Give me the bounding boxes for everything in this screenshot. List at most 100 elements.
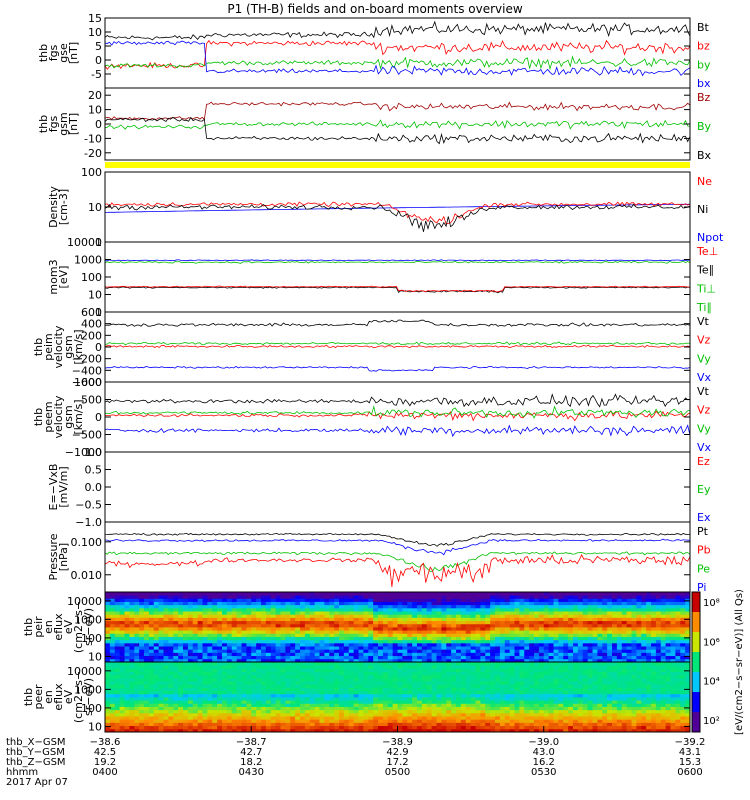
spectrogram-cell (124, 614, 130, 618)
spectrogram-cell (665, 630, 671, 634)
spectrogram-cell (646, 649, 652, 653)
spectrogram-cell (592, 722, 598, 727)
spectrogram-cell (475, 706, 481, 711)
spectrogram-cell (665, 728, 671, 733)
spectrogram-cell (246, 627, 252, 631)
series-line-Bt (104, 20, 691, 41)
spectrogram-cell (577, 620, 584, 625)
spectrogram-cell (256, 604, 262, 609)
spectrogram-cell (402, 633, 408, 637)
y-tick-label: 0.5 (85, 464, 103, 477)
spectrogram-cell (548, 592, 554, 596)
spectrogram-cell (524, 642, 530, 647)
spectrogram-cell (304, 655, 311, 660)
spectrogram-cell (626, 709, 632, 714)
spectrogram-cell (504, 642, 511, 647)
spectrogram-cell (612, 633, 618, 637)
spectrogram-cell (222, 697, 228, 701)
spectrogram-cell (402, 649, 408, 653)
spectrogram-cell (363, 595, 369, 599)
spectrogram-cell (275, 709, 281, 714)
spectrogram-cell (363, 617, 369, 622)
spectrogram-cell (402, 697, 408, 701)
spectrogram-cell (163, 652, 169, 657)
spectrogram-cell (314, 725, 320, 730)
spectrogram-cell (568, 716, 574, 720)
spectrogram-cell (651, 604, 657, 609)
spectrogram-cell (573, 611, 579, 615)
spectrogram-cell (636, 690, 642, 695)
spectrogram-cell (329, 604, 335, 609)
spectrogram-cell (363, 703, 369, 707)
spectrogram-cell (105, 649, 111, 653)
spectrogram-cell (168, 633, 174, 637)
spectrogram-cell (524, 601, 530, 606)
spectrogram-cell (529, 630, 535, 634)
spectrogram-cell (148, 642, 155, 647)
spectrogram-cell (495, 652, 501, 657)
spectrogram-cell (534, 646, 540, 650)
spectrogram-cell (646, 690, 652, 695)
spectrogram-cell (202, 684, 208, 688)
spectrogram-cell (470, 614, 476, 618)
spectrogram-cell (524, 697, 530, 701)
spectrogram-cell (451, 697, 457, 701)
spectrogram-cell (207, 684, 213, 688)
spectrogram-cell (514, 607, 520, 612)
spectrogram-cell (119, 592, 125, 596)
spectrogram-cell (568, 681, 574, 685)
spectrogram-cell (636, 687, 642, 692)
spectrogram-cell (129, 630, 135, 634)
spectrogram-cell (651, 658, 657, 663)
spectrogram-cell (460, 716, 467, 720)
y-tick-label: -20 (84, 147, 102, 160)
spectrogram-cell (256, 614, 262, 618)
spectrogram-cell (441, 595, 447, 599)
spectrogram-cell (163, 617, 169, 622)
spectrogram-cell (675, 620, 681, 625)
spectrogram-cell (285, 703, 291, 707)
spectrogram-cell (655, 706, 662, 711)
spectrogram-cell (538, 728, 545, 733)
spectrogram-cell (124, 712, 130, 717)
spectrogram-cell (275, 649, 281, 653)
spectrogram-cell (334, 642, 340, 647)
spectrogram-cell (226, 687, 233, 692)
spectrogram-cell (153, 681, 160, 685)
spectrogram-cell (495, 649, 501, 653)
spectrogram-cell (246, 719, 252, 723)
y-tick-label: 10 (88, 201, 102, 214)
spectrogram-cell (353, 658, 359, 663)
spectrogram-cell (446, 595, 452, 599)
spectrogram-cell (548, 687, 554, 692)
spectrogram-cell (568, 614, 574, 618)
spectrogram-cell (451, 725, 457, 730)
spectrogram-cell (582, 595, 589, 599)
spectrogram-cell (207, 677, 213, 682)
spectrogram-cell (109, 627, 116, 631)
spectrogram-cell (300, 601, 306, 606)
spectrogram-cell (324, 693, 330, 698)
spectrogram-cell (597, 684, 603, 688)
spectrogram-cell (348, 697, 355, 701)
spectrogram-cell (475, 719, 481, 723)
spectrogram-cell (646, 611, 652, 615)
spectrogram-cell (563, 684, 569, 688)
spectrogram-cell (568, 722, 574, 727)
spectrogram-cell (261, 611, 267, 615)
spectrogram-cell (187, 607, 194, 612)
spectrogram-cell (124, 598, 130, 602)
spectrogram-cell (631, 700, 637, 704)
spectrogram-cell (241, 677, 247, 682)
spectrogram-cell (470, 623, 476, 628)
spectrogram-cell (607, 607, 613, 612)
spectrogram-cell (300, 614, 306, 618)
spectrogram-cell (631, 706, 637, 711)
spectrogram-cell (573, 725, 579, 730)
spectrogram-cell (109, 633, 116, 637)
spectrogram-cell (280, 627, 286, 631)
spectrogram-cell (178, 617, 184, 622)
spectrogram-cell (300, 690, 306, 695)
spectrogram-cell (217, 642, 223, 647)
spectrogram-cell (456, 716, 462, 720)
